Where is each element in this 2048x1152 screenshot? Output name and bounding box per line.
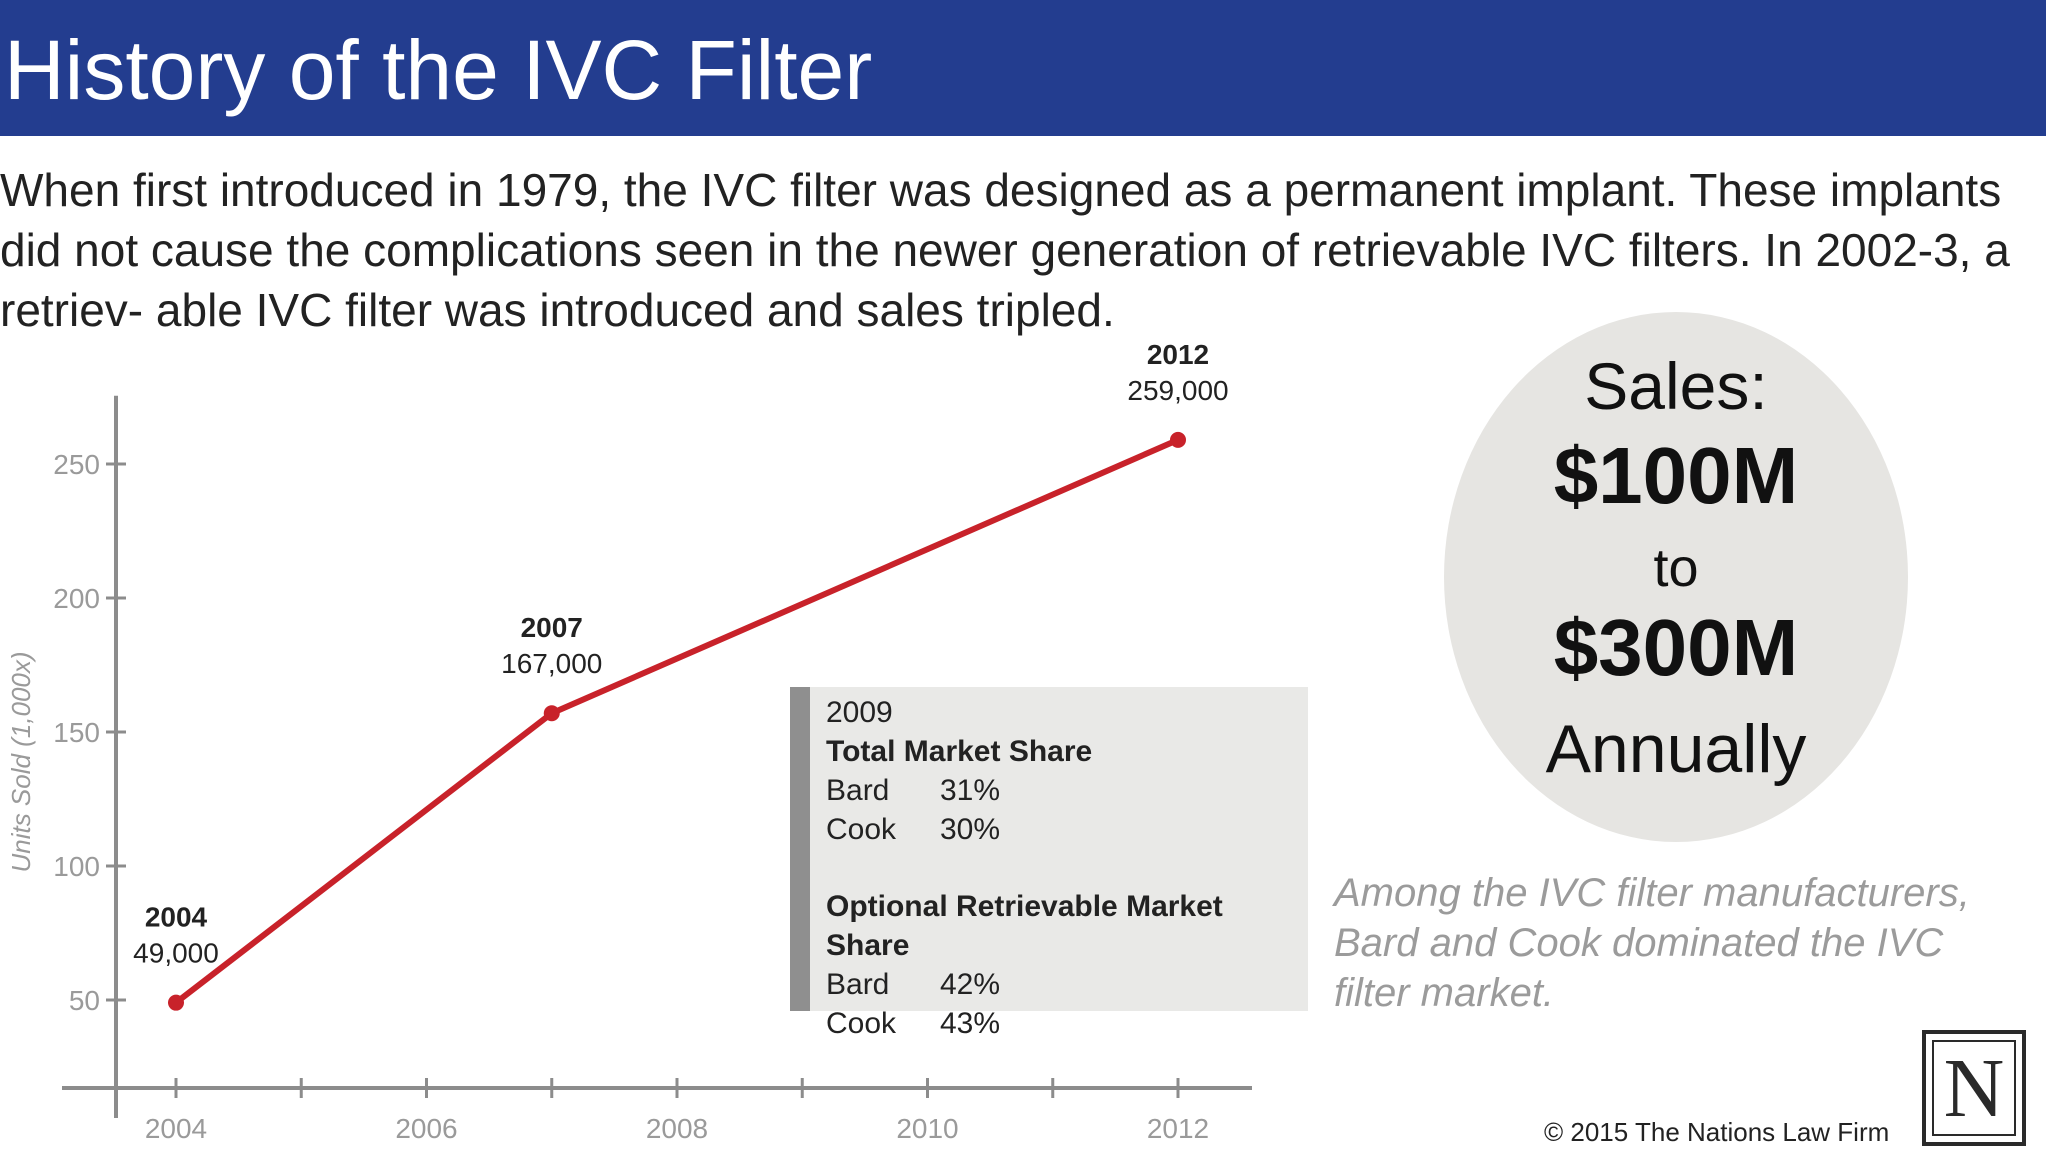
data-point — [168, 994, 184, 1011]
sales-circle: Sales: $100M to $300M Annually — [1444, 312, 1908, 842]
manufacturer-note: Among the IVC filter manufacturers, Bard… — [1334, 871, 1970, 1015]
total-share-row-cook: Cook 30% — [826, 810, 1308, 849]
market-share-year: 2009 — [826, 696, 893, 729]
header-banner: History of the IVC Filter — [0, 0, 2046, 136]
total-share-value: 31% — [940, 774, 1001, 807]
total-share-company: Bard — [826, 774, 890, 807]
point-value-label: 49,000 — [133, 938, 219, 969]
optional-share-company: Cook — [826, 1007, 897, 1040]
logo-letter: N — [1932, 1040, 2016, 1136]
x-tick-label: 2008 — [646, 1113, 708, 1144]
y-tick-label: 150 — [53, 717, 100, 748]
x-tick-label: 2004 — [145, 1113, 207, 1144]
copyright-text: © 2015 The Nations Law Firm — [1544, 1117, 1890, 1147]
point-value-label: 259,000 — [1127, 375, 1228, 406]
y-tick-label: 200 — [53, 583, 100, 614]
sales-low-value: $100M — [1553, 431, 1799, 520]
total-share-company: Cook — [826, 813, 897, 846]
data-point — [543, 705, 560, 722]
units-sold-line-chart: 50 100 150 200 250 2004 2006 2008 2010 2012 Units … — [6, 339, 1252, 1144]
intro-paragraph: When first introduced in 1979, the IVC f… — [0, 164, 2010, 336]
page-title: History of the IVC Filter — [4, 23, 873, 117]
optional-share-value: 42% — [940, 968, 1001, 1001]
optional-share-row-bard: Bard 42% — [826, 965, 1308, 1004]
y-tick-label: 100 — [53, 851, 100, 882]
total-share-value: 30% — [940, 813, 1001, 846]
y-axis-label: Units Sold (1,000x) — [6, 651, 36, 872]
market-share-box: 2009 Total Market Share Bard 31% Cook 30… — [790, 687, 1308, 1040]
x-tick-label: 2006 — [395, 1113, 457, 1144]
data-point — [1170, 431, 1186, 448]
point-year-label: 2004 — [145, 902, 208, 933]
sales-label: Sales: — [1584, 349, 1768, 423]
nations-law-firm-logo: N — [1922, 1030, 2026, 1146]
optional-share-row-cook: Cook 43% — [826, 1004, 1308, 1043]
point-year-label: 2007 — [521, 612, 583, 643]
optional-market-share-heading: Optional Retrievable Market Share — [826, 890, 1223, 962]
y-tick-label: 250 — [53, 449, 100, 480]
point-year-label: 2012 — [1147, 339, 1209, 370]
total-share-row-bard: Bard 31% — [826, 771, 1308, 810]
point-value-label: 167,000 — [501, 648, 602, 679]
optional-share-company: Bard — [826, 968, 890, 1001]
x-tick-label: 2010 — [896, 1113, 958, 1144]
sales-period: Annually — [1545, 711, 1807, 787]
sales-high-value: $300M — [1553, 603, 1799, 692]
x-tick-label: 2012 — [1147, 1113, 1209, 1144]
optional-share-value: 43% — [940, 1007, 1001, 1040]
total-market-share-heading: Total Market Share — [826, 735, 1093, 768]
y-tick-label: 50 — [69, 985, 100, 1016]
sales-to-text: to — [1653, 538, 1699, 598]
